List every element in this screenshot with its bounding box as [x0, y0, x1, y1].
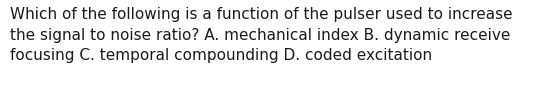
- Text: Which of the following is a function of the pulser used to increase
the signal t: Which of the following is a function of …: [10, 7, 513, 63]
